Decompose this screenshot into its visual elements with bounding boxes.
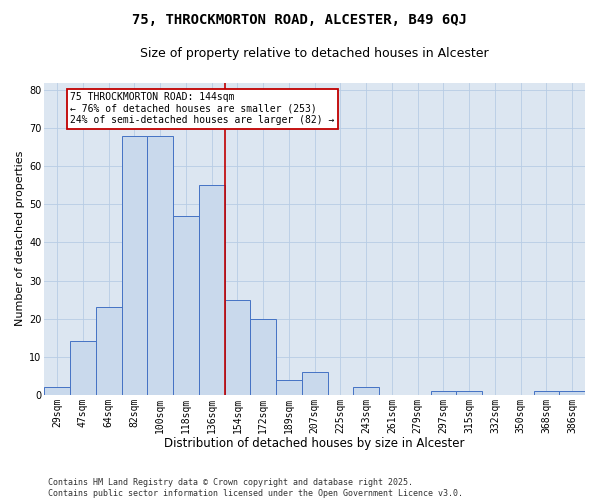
Bar — [199, 186, 224, 395]
Bar — [431, 391, 456, 395]
Bar — [353, 387, 379, 395]
Bar — [122, 136, 148, 395]
Text: 75, THROCKMORTON ROAD, ALCESTER, B49 6QJ: 75, THROCKMORTON ROAD, ALCESTER, B49 6QJ — [133, 12, 467, 26]
Bar — [44, 387, 70, 395]
Text: 75 THROCKMORTON ROAD: 144sqm
← 76% of detached houses are smaller (253)
24% of s: 75 THROCKMORTON ROAD: 144sqm ← 76% of de… — [70, 92, 334, 125]
X-axis label: Distribution of detached houses by size in Alcester: Distribution of detached houses by size … — [164, 437, 465, 450]
Y-axis label: Number of detached properties: Number of detached properties — [15, 151, 25, 326]
Title: Size of property relative to detached houses in Alcester: Size of property relative to detached ho… — [140, 48, 489, 60]
Bar — [173, 216, 199, 395]
Bar — [250, 318, 276, 395]
Bar — [96, 307, 122, 395]
Bar — [559, 391, 585, 395]
Bar — [276, 380, 302, 395]
Bar — [533, 391, 559, 395]
Bar — [456, 391, 482, 395]
Bar — [148, 136, 173, 395]
Bar — [302, 372, 328, 395]
Text: Contains HM Land Registry data © Crown copyright and database right 2025.
Contai: Contains HM Land Registry data © Crown c… — [48, 478, 463, 498]
Bar — [70, 342, 96, 395]
Bar — [224, 300, 250, 395]
